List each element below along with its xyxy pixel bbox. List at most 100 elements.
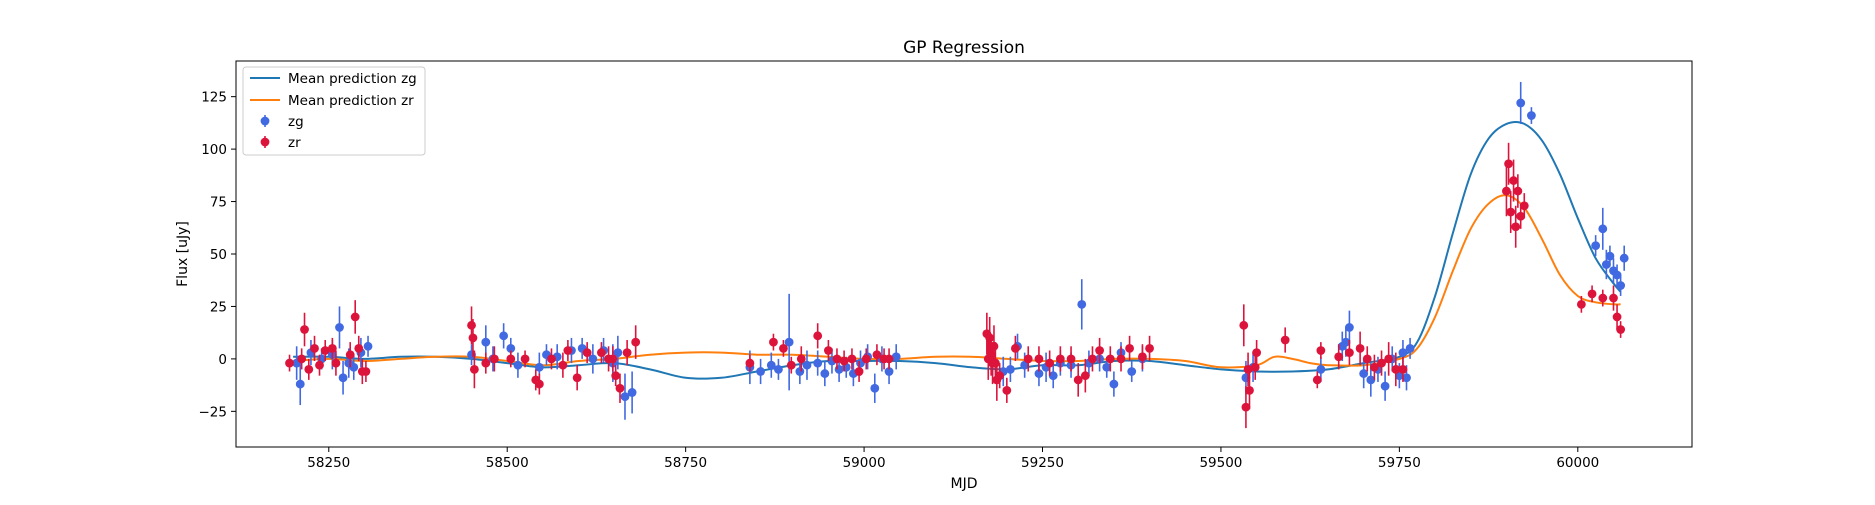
zg-data-point bbox=[870, 373, 880, 403]
zr-data-point bbox=[832, 348, 842, 370]
zg-data-point bbox=[784, 293, 794, 391]
zr-data-point bbox=[506, 350, 516, 368]
zr-data-point bbox=[1513, 174, 1523, 208]
y-tick-label: 50 bbox=[210, 247, 227, 263]
zr-data-point bbox=[1316, 342, 1326, 359]
y-axis-label: Flux [uJy] bbox=[175, 221, 191, 287]
zg-data-point bbox=[1605, 245, 1615, 267]
zr-data-point bbox=[1384, 342, 1394, 376]
zr-data-point bbox=[469, 350, 479, 389]
zr-data-point bbox=[796, 346, 806, 372]
zg-data-point bbox=[620, 373, 630, 420]
zr-data-point bbox=[1023, 346, 1033, 372]
zr-data-point bbox=[534, 373, 544, 395]
zr-data-point bbox=[1073, 363, 1083, 397]
zr-data-point bbox=[854, 360, 864, 382]
zr-data-point bbox=[1345, 340, 1354, 366]
x-tick-label: 59250 bbox=[1021, 455, 1064, 471]
zr-data-point bbox=[297, 348, 307, 370]
zr-data-point bbox=[1369, 354, 1379, 380]
zr-data-point bbox=[1034, 346, 1044, 372]
zr-data-point bbox=[1506, 191, 1516, 234]
zr-data-point bbox=[572, 365, 582, 391]
zr-data-point bbox=[563, 340, 573, 361]
zg-data-point bbox=[756, 358, 765, 385]
zr-data-point bbox=[1398, 356, 1408, 382]
zg-data-point bbox=[1591, 235, 1601, 257]
zr-data-point bbox=[597, 342, 606, 364]
zr-data-point bbox=[1239, 304, 1249, 347]
zr-data-point bbox=[745, 354, 755, 372]
legend-marker-zr bbox=[260, 136, 270, 148]
points-layer bbox=[285, 81, 1629, 429]
plot-area bbox=[285, 81, 1629, 429]
zg-data-point bbox=[1516, 81, 1526, 124]
zr-data-point bbox=[786, 356, 796, 374]
y-tick-label: 125 bbox=[201, 90, 227, 106]
y-tick-label: 25 bbox=[210, 299, 227, 315]
legend: Mean prediction zg Mean prediction zr zg… bbox=[242, 66, 426, 156]
zr-data-point bbox=[320, 340, 330, 361]
zg-data-point bbox=[1616, 274, 1626, 296]
x-tick-label: 59000 bbox=[843, 455, 886, 471]
zr-data-point bbox=[1587, 285, 1597, 303]
zr-data-point bbox=[861, 348, 871, 370]
legend-marker-zg bbox=[260, 115, 270, 127]
zr-data-point bbox=[884, 348, 894, 370]
zr-data-point bbox=[1105, 346, 1115, 372]
zr-data-point bbox=[582, 342, 592, 364]
zg-data-point bbox=[1619, 245, 1629, 271]
zr-data-point bbox=[1045, 350, 1055, 376]
x-tick-label: 60000 bbox=[1556, 455, 1599, 471]
zg-data-point bbox=[1127, 360, 1137, 382]
ticks-layer: 58250 58500 58750 59000 59250 59500 59750 60000… bbox=[199, 90, 1600, 471]
zr-data-point bbox=[1055, 346, 1065, 372]
zr-data-point bbox=[350, 300, 360, 334]
x-tick-label: 58250 bbox=[307, 455, 350, 471]
x-tick-label: 58750 bbox=[664, 455, 707, 471]
x-axis-label: MJD bbox=[951, 476, 978, 492]
zr-data-point bbox=[1280, 327, 1290, 353]
zr-data-point bbox=[1116, 346, 1126, 372]
chart-title: GP Regression bbox=[903, 38, 1025, 58]
zr-data-point bbox=[1576, 295, 1586, 313]
zr-data-point bbox=[1362, 346, 1372, 372]
zg-data-point bbox=[1527, 107, 1536, 124]
legend-label-zr-line: Mean prediction zr bbox=[288, 93, 414, 109]
zr-data-point bbox=[1010, 335, 1020, 361]
zg-data-point bbox=[363, 335, 373, 357]
zr-data-point bbox=[1334, 344, 1344, 370]
zr-data-point bbox=[1145, 335, 1154, 361]
zr-data-point bbox=[611, 365, 621, 387]
y-tick-label: 100 bbox=[201, 142, 227, 158]
zg-data-point bbox=[295, 363, 305, 406]
legend-label-zg-line: Mean prediction zg bbox=[288, 71, 417, 87]
zr-data-point bbox=[847, 348, 857, 370]
zr-data-point bbox=[1245, 371, 1254, 410]
zr-data-point bbox=[1598, 289, 1608, 307]
zg-data-point bbox=[338, 360, 348, 395]
zr-data-point bbox=[839, 350, 849, 372]
x-tick-label: 59500 bbox=[1199, 455, 1242, 471]
zg-data-point bbox=[1598, 207, 1608, 250]
zr-data-point bbox=[1080, 358, 1090, 393]
zr-data-point bbox=[872, 344, 882, 366]
zg-data-point bbox=[335, 306, 344, 349]
zg-data-point bbox=[802, 350, 812, 380]
zr-data-point bbox=[1609, 285, 1618, 311]
zr-data-point bbox=[345, 342, 355, 368]
zr-data-point bbox=[489, 346, 499, 372]
zr-data-point bbox=[779, 340, 788, 357]
zg-data-point bbox=[1612, 264, 1622, 286]
zr-data-point bbox=[995, 363, 1005, 389]
y-tick-label: 0 bbox=[218, 352, 227, 368]
zg-data-point bbox=[813, 350, 823, 376]
zr-data-point bbox=[1519, 193, 1529, 219]
zr-data-point bbox=[1066, 346, 1076, 372]
zr-data-point bbox=[558, 352, 568, 378]
zr-data-point bbox=[1095, 337, 1105, 364]
zr-data-point bbox=[1509, 159, 1518, 202]
zg-data-point bbox=[1359, 358, 1369, 389]
